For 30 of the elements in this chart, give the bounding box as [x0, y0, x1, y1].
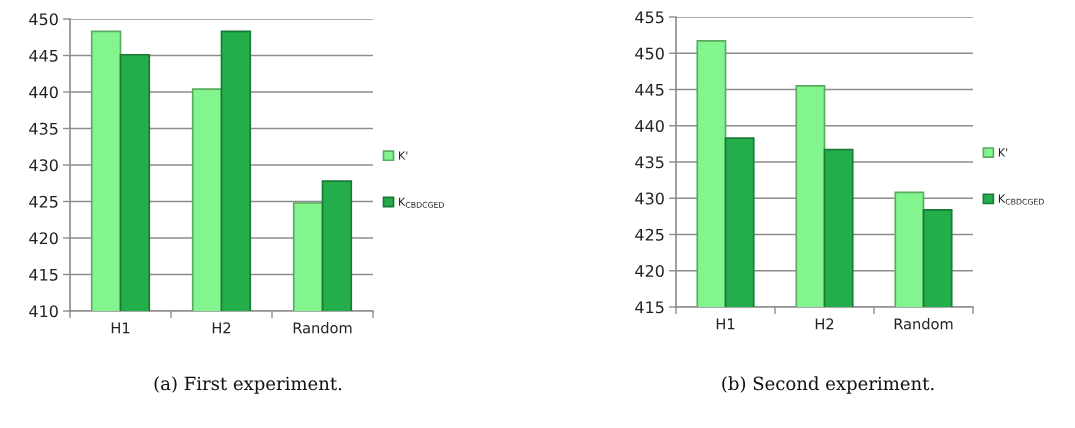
- y-tick-label: 420: [29, 232, 58, 245]
- legend-label: K': [998, 148, 1008, 157]
- y-tick-label: 415: [635, 301, 664, 314]
- legend-label: K$_{CBDCGED}$: [998, 194, 1044, 205]
- y-tick-label: 435: [29, 122, 58, 135]
- text: (a) First experiment.: [154, 376, 342, 394]
- y-tick-label: 415: [29, 268, 58, 281]
- y-tick-label: 425: [29, 195, 58, 208]
- y-tick-label: 420: [635, 264, 664, 278]
- y-tick-label: 450: [29, 13, 58, 26]
- x-tick-label: Random: [894, 318, 953, 330]
- y-tick-label: 440: [29, 86, 58, 99]
- y-tick-label: 445: [29, 49, 58, 62]
- legend-label: K': [399, 151, 408, 160]
- x-tick-label: H2: [212, 322, 231, 334]
- y-tick-label: 430: [635, 192, 664, 205]
- x-tick-label: H2: [815, 318, 834, 330]
- x-tick-label: H1: [716, 318, 735, 330]
- y-tick-label: 435: [635, 156, 664, 169]
- y-tick-label: 445: [635, 83, 664, 96]
- y-tick-label: 440: [635, 119, 664, 133]
- legend-label: K$_{CBDCGED}$: [399, 197, 444, 208]
- x-tick-label: Random: [293, 322, 352, 334]
- y-tick-label: 455: [635, 11, 664, 24]
- y-tick-label: 450: [635, 47, 664, 60]
- text: (b) Second experiment.: [722, 376, 934, 394]
- y-tick-label: 410: [29, 305, 58, 318]
- x-tick-label: H1: [111, 322, 130, 334]
- y-tick-label: 430: [29, 159, 58, 172]
- y-tick-label: 425: [635, 228, 664, 241]
